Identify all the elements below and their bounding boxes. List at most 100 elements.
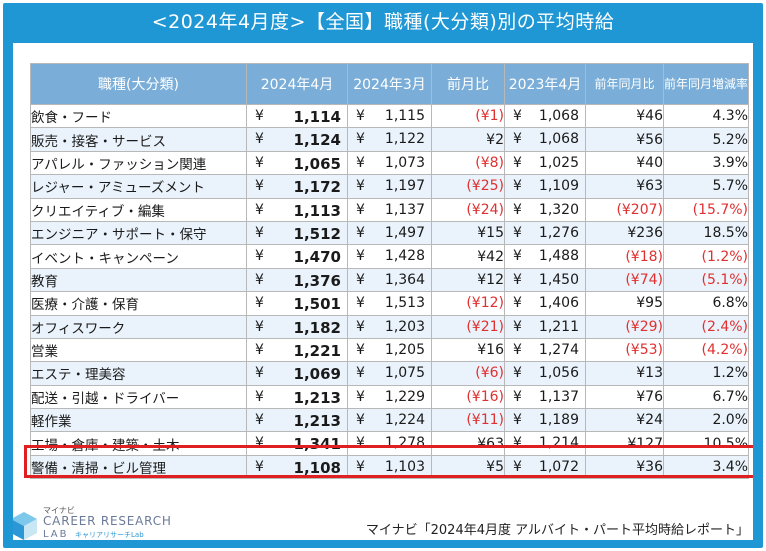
cell-apr-2023: ¥1,068: [504, 127, 586, 152]
yen-sign: ¥: [356, 154, 365, 171]
cell-mom: ¥12: [431, 267, 505, 293]
cell-yoy-rate: (15.7%): [662, 197, 750, 222]
cell-mar-2024: ¥1,203: [347, 314, 432, 339]
yen-sign: ¥: [255, 271, 264, 288]
yen-sign: ¥: [356, 224, 365, 241]
amount: 1,068: [538, 131, 579, 148]
amount: 1,320: [538, 201, 579, 218]
cell-apr-2024: ¥1,512: [246, 220, 348, 246]
yen-sign: ¥: [255, 365, 264, 382]
amount: 1,488: [538, 248, 579, 265]
cell-yoy: (¥53): [585, 337, 664, 363]
yen-sign: ¥: [255, 108, 264, 124]
cell-yoy-rate: 6.8%: [662, 291, 750, 316]
cell-mom: ¥42: [431, 244, 505, 269]
cell-yoy: ¥46: [585, 103, 664, 129]
cell-yoy-rate: (1.2%): [662, 244, 750, 269]
cell-apr-2024: ¥1,341: [246, 431, 348, 456]
amount: 1,213: [293, 388, 341, 407]
amount: 1,113: [293, 201, 341, 220]
amount: 1,274: [538, 341, 579, 358]
yen-sign: ¥: [255, 201, 264, 218]
row-category: 配送・引越・ドライバー: [30, 384, 247, 410]
yen-sign: ¥: [255, 295, 264, 312]
cell-yoy-rate: 1.2%: [662, 361, 750, 386]
cell-apr-2024: ¥1,114: [246, 103, 348, 129]
amount: 1,137: [384, 201, 425, 218]
logo-brand-small: マイナビ: [43, 506, 75, 515]
cell-apr-2024: ¥1,182: [246, 314, 348, 339]
cell-apr-2024: ¥1,124: [246, 127, 348, 152]
table-header-row: 職種(大分類) 2024年4月 2024年3月 前月比 2023年4月 前年同月…: [30, 63, 750, 105]
cell-mar-2024: ¥1,428: [347, 244, 432, 269]
cell-mar-2024: ¥1,122: [347, 127, 432, 152]
wage-table: 職種(大分類) 2024年4月 2024年3月 前月比 2023年4月 前年同月…: [30, 63, 750, 480]
amount: 1,428: [384, 248, 425, 265]
yen-sign: ¥: [513, 154, 522, 171]
cell-yoy: (¥207): [585, 197, 664, 222]
yen-sign: ¥: [513, 178, 522, 195]
yen-sign: ¥: [255, 458, 264, 475]
cell-yoy: ¥13: [585, 361, 664, 386]
row-category: 警備・清掃・ビル管理: [30, 454, 247, 480]
cell-apr-2023: ¥1,072: [504, 454, 586, 480]
yen-sign: ¥: [513, 318, 522, 335]
yen-sign: ¥: [356, 458, 365, 475]
cell-yoy: ¥24: [585, 408, 664, 433]
cell-apr-2024: ¥1,108: [246, 454, 348, 480]
amount: 1,124: [293, 131, 341, 150]
amount: 1,137: [538, 388, 579, 405]
cell-apr-2023: ¥1,068: [504, 103, 586, 129]
cell-apr-2024: ¥1,221: [246, 337, 348, 363]
amount: 1,278: [384, 435, 425, 452]
cell-mom: (¥12): [431, 291, 505, 316]
amount: 1,221: [293, 341, 341, 360]
yen-sign: ¥: [356, 412, 365, 429]
amount: 1,115: [384, 108, 425, 124]
cell-apr-2024: ¥1,501: [246, 291, 348, 316]
amount: 1,073: [384, 154, 425, 171]
row-category: 飲食・フード: [30, 103, 247, 129]
cell-apr-2023: ¥1,025: [504, 150, 586, 176]
yen-sign: ¥: [356, 248, 365, 265]
table-row: イベント・キャンペーン ¥1,470 ¥1,428 ¥42 ¥1,488 (¥18) (1.…: [30, 244, 750, 269]
cell-apr-2023: ¥1,109: [504, 174, 586, 199]
row-category: クリエイティブ・編集: [30, 197, 247, 222]
amount: 1,109: [538, 178, 579, 195]
yen-sign: ¥: [356, 318, 365, 335]
header-yoy-rate: 前年同月増減率: [662, 63, 750, 105]
cell-apr-2023: ¥1,488: [504, 244, 586, 269]
row-category: 教育: [30, 267, 247, 293]
amount: 1,512: [293, 224, 341, 243]
logo-brand-main: CAREER RESEARCH: [43, 514, 172, 528]
cell-mar-2024: ¥1,278: [347, 431, 432, 456]
cell-apr-2023: ¥1,214: [504, 431, 586, 456]
amount: 1,406: [538, 295, 579, 312]
amount: 1,224: [384, 412, 425, 429]
cell-mom: ¥16: [431, 337, 505, 363]
source-caption: マイナビ「2024年4月度 アルバイト・パート平均時給レポート」: [365, 523, 749, 538]
yen-sign: ¥: [356, 178, 365, 195]
cell-apr-2023: ¥1,137: [504, 384, 586, 410]
amount: 1,122: [384, 131, 425, 148]
footer: マイナビ CAREER RESEARCH LAB キャリアリサーチLab マイナ…: [13, 506, 753, 540]
cell-yoy: ¥36: [585, 454, 664, 480]
yen-sign: ¥: [513, 224, 522, 241]
cell-mom: (¥16): [431, 384, 505, 410]
amount: 1,376: [293, 271, 341, 290]
cell-yoy: ¥76: [585, 384, 664, 410]
cell-apr-2023: ¥1,056: [504, 361, 586, 386]
table-row: 警備・清掃・ビル管理 ¥1,108 ¥1,103 ¥5 ¥1,072 ¥36 3.4%: [30, 454, 750, 480]
cell-apr-2023: ¥1,320: [504, 197, 586, 222]
row-category: 工場・倉庫・建築・土木: [30, 431, 247, 456]
cell-apr-2024: ¥1,213: [246, 408, 348, 433]
amount: 1,501: [293, 295, 341, 314]
yen-sign: ¥: [356, 131, 365, 148]
yen-sign: ¥: [356, 295, 365, 312]
cell-apr-2024: ¥1,376: [246, 267, 348, 293]
amount: 1,182: [293, 318, 341, 337]
cell-yoy-rate: 10.5%: [662, 431, 750, 456]
logo-brand-sub2: キャリアリサーチLab: [75, 531, 144, 539]
cell-mom: (¥1): [431, 103, 505, 129]
amount: 1,172: [293, 178, 341, 197]
